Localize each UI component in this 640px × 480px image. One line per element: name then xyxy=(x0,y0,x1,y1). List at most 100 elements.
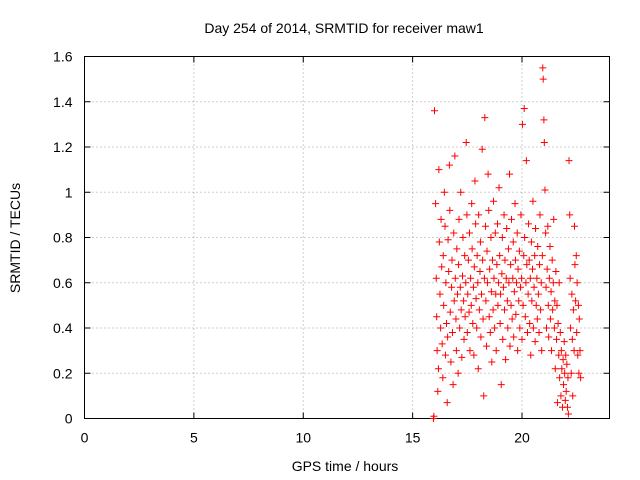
data-point xyxy=(442,279,450,287)
data-point xyxy=(515,247,523,255)
data-point xyxy=(540,138,548,146)
data-point xyxy=(457,306,465,314)
data-point xyxy=(464,256,472,264)
y-tick-label: 0.2 xyxy=(53,365,73,381)
data-point xyxy=(452,347,460,355)
data-point xyxy=(572,297,580,305)
data-point xyxy=(503,297,511,305)
data-point xyxy=(479,256,487,264)
data-point xyxy=(447,358,455,366)
data-point xyxy=(473,252,481,260)
y-tick-label: 1.4 xyxy=(53,94,73,110)
data-point xyxy=(462,138,470,146)
data-point xyxy=(489,306,497,314)
data-point xyxy=(567,324,575,332)
data-point xyxy=(448,256,456,264)
data-point xyxy=(488,358,496,366)
data-point xyxy=(575,369,583,377)
data-point xyxy=(497,290,505,298)
data-point xyxy=(484,170,492,178)
y-tick-label: 1 xyxy=(65,184,73,200)
x-axis-title: GPS time / hours xyxy=(292,458,399,474)
data-point xyxy=(500,211,508,219)
data-point xyxy=(483,279,491,287)
data-point xyxy=(490,274,498,282)
data-point xyxy=(521,234,529,241)
y-tick-label: 1.6 xyxy=(53,49,73,65)
data-point xyxy=(498,234,506,241)
data-point xyxy=(574,301,582,309)
data-point xyxy=(523,329,531,337)
data-point xyxy=(515,297,523,305)
data-point xyxy=(502,356,510,364)
data-point xyxy=(456,324,464,332)
data-point xyxy=(451,152,459,160)
data-point xyxy=(455,215,463,223)
data-point xyxy=(444,333,452,341)
data-point xyxy=(492,347,500,355)
data-point xyxy=(441,222,449,230)
data-point xyxy=(556,374,564,382)
data-point xyxy=(509,238,517,246)
x-tick-label: 10 xyxy=(295,430,311,446)
data-point xyxy=(555,351,563,359)
data-point xyxy=(437,215,445,223)
data-point xyxy=(524,290,532,298)
data-point xyxy=(564,374,572,382)
data-point xyxy=(446,308,454,316)
data-point xyxy=(461,252,469,260)
data-point xyxy=(533,315,541,323)
data-point xyxy=(559,356,567,364)
data-point xyxy=(507,261,515,269)
data-point xyxy=(474,365,482,373)
y-tick-label: 1.2 xyxy=(53,139,73,155)
data-point xyxy=(461,313,469,321)
data-point xyxy=(548,256,556,264)
data-point xyxy=(433,313,441,321)
data-point xyxy=(522,157,530,165)
data-point xyxy=(481,114,489,122)
data-point xyxy=(545,333,553,341)
data-point xyxy=(435,166,443,174)
data-point xyxy=(457,188,465,196)
data-point xyxy=(550,215,558,223)
data-point xyxy=(448,283,456,291)
data-point xyxy=(470,263,478,271)
data-point xyxy=(560,338,568,346)
data-point xyxy=(481,222,489,230)
data-point xyxy=(434,387,442,395)
data-point xyxy=(553,399,561,407)
data-point xyxy=(454,369,462,377)
data-point xyxy=(565,157,573,165)
data-point xyxy=(531,338,539,346)
data-point xyxy=(440,188,448,196)
data-point xyxy=(525,220,533,228)
data-point xyxy=(472,295,480,303)
data-point xyxy=(560,381,568,389)
y-tick-label: 0.4 xyxy=(53,320,73,336)
data-point xyxy=(538,252,546,260)
data-point xyxy=(470,351,478,359)
data-point xyxy=(531,252,539,260)
data-point xyxy=(517,211,525,219)
data-point xyxy=(480,392,488,400)
data-point xyxy=(536,261,543,269)
data-point xyxy=(528,297,536,305)
data-point xyxy=(518,274,526,282)
data-point xyxy=(487,288,495,296)
data-point xyxy=(434,365,442,373)
data-point xyxy=(543,265,551,273)
data-point xyxy=(464,290,472,298)
data-point xyxy=(472,220,480,228)
data-point xyxy=(514,347,522,355)
data-point xyxy=(576,347,584,355)
data-point xyxy=(542,229,550,237)
data-point xyxy=(562,387,570,395)
data-point xyxy=(523,261,531,269)
data-point xyxy=(474,279,482,287)
data-point xyxy=(485,313,493,321)
data-point xyxy=(449,381,457,389)
data-point xyxy=(462,279,470,287)
plot-area-frame xyxy=(84,56,610,419)
data-point xyxy=(527,351,535,359)
